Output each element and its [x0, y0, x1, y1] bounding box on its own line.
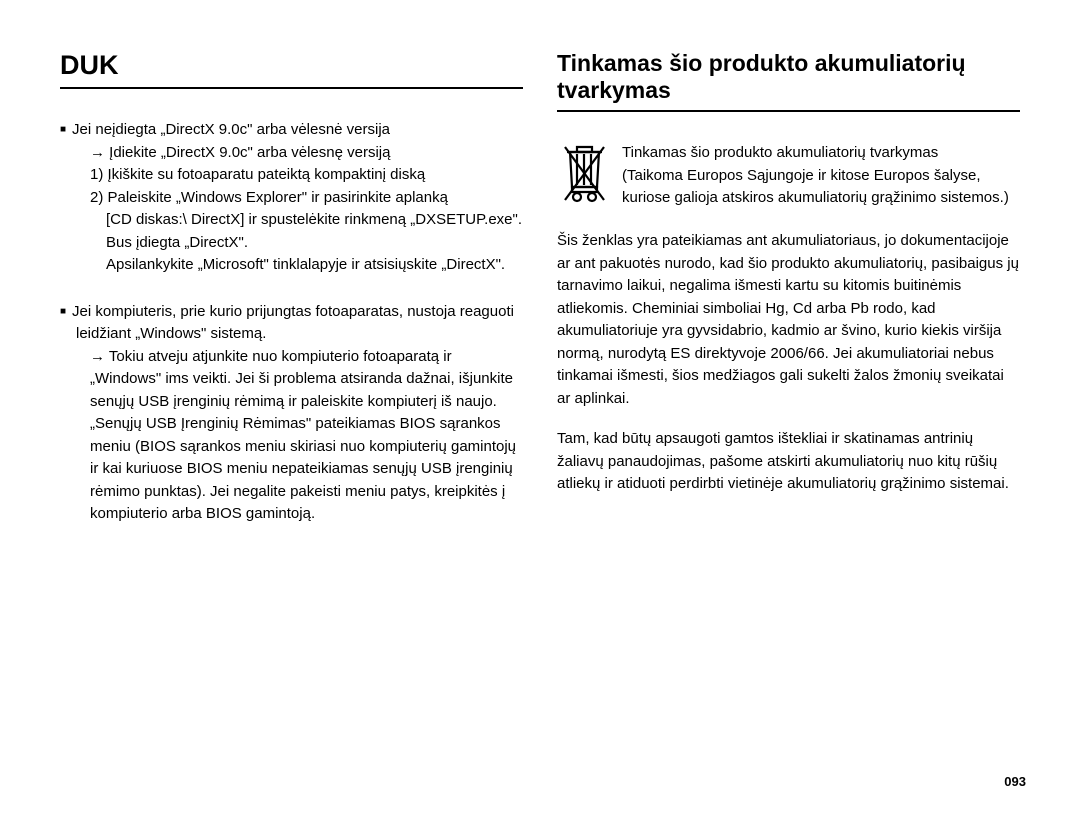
- left-column: DUK ■ Jei neįdiegta „DirectX 9.0c" arba …: [50, 50, 547, 795]
- right-heading: Tinkamas šio produkto akumuliatorių tvar…: [557, 50, 1020, 112]
- faq-text: [CD diskas:\ DirectX] ir spustelėkite ri…: [90, 209, 523, 232]
- faq-item-directx: ■ Jei neįdiegta „DirectX 9.0c" arba vėle…: [60, 119, 523, 277]
- faq-text: 2) Paleiskite „Windows Explorer" ir pasi…: [90, 187, 523, 210]
- faq-text: 1) Įkiškite su fotoaparatu pateiktą komp…: [90, 164, 523, 187]
- page-number: 093: [1004, 774, 1026, 789]
- document-page: DUK ■ Jei neįdiegta „DirectX 9.0c" arba …: [0, 0, 1080, 815]
- right-column: Tinkamas šio produkto akumuliatorių tvar…: [547, 50, 1030, 795]
- disposal-paragraph: Šis ženklas yra pateikiamas ant akumulia…: [557, 230, 1020, 410]
- faq-item-windows: ■ Jei kompiuteris, prie kurio prijungtas…: [60, 301, 523, 526]
- bullet-icon: ■: [60, 119, 66, 142]
- faq-text: → Įdiekite „DirectX 9.0c" arba vėlesnę v…: [90, 142, 523, 165]
- disposal-paragraph: Tam, kad būtų apsaugoti gamtos ištekliai…: [557, 428, 1020, 496]
- crossed-out-wheeled-bin-icon: [557, 142, 622, 212]
- disposal-subtitle: (Taikoma Europos Sąjungoje ir kitose Eur…: [622, 165, 1020, 210]
- battery-disposal-header: Tinkamas šio produkto akumuliatorių tvar…: [557, 142, 1020, 212]
- faq-text: Bus įdiegta „DirectX".: [90, 232, 523, 255]
- bullet-icon: ■: [60, 301, 66, 324]
- faq-text: Jei kompiuteris, prie kurio prijungtas f…: [72, 301, 514, 324]
- faq-text: Apsilankykite „Microsoft" tinklalapyje i…: [90, 254, 523, 277]
- disposal-title: Tinkamas šio produkto akumuliatorių tvar…: [622, 142, 1020, 165]
- left-heading: DUK: [60, 50, 523, 89]
- faq-text: Jei neįdiegta „DirectX 9.0c" arba vėlesn…: [72, 119, 390, 142]
- faq-text: leidžiant „Windows" sistemą.: [60, 323, 523, 346]
- faq-text: → Tokiu atveju atjunkite nuo kompiuterio…: [60, 346, 523, 526]
